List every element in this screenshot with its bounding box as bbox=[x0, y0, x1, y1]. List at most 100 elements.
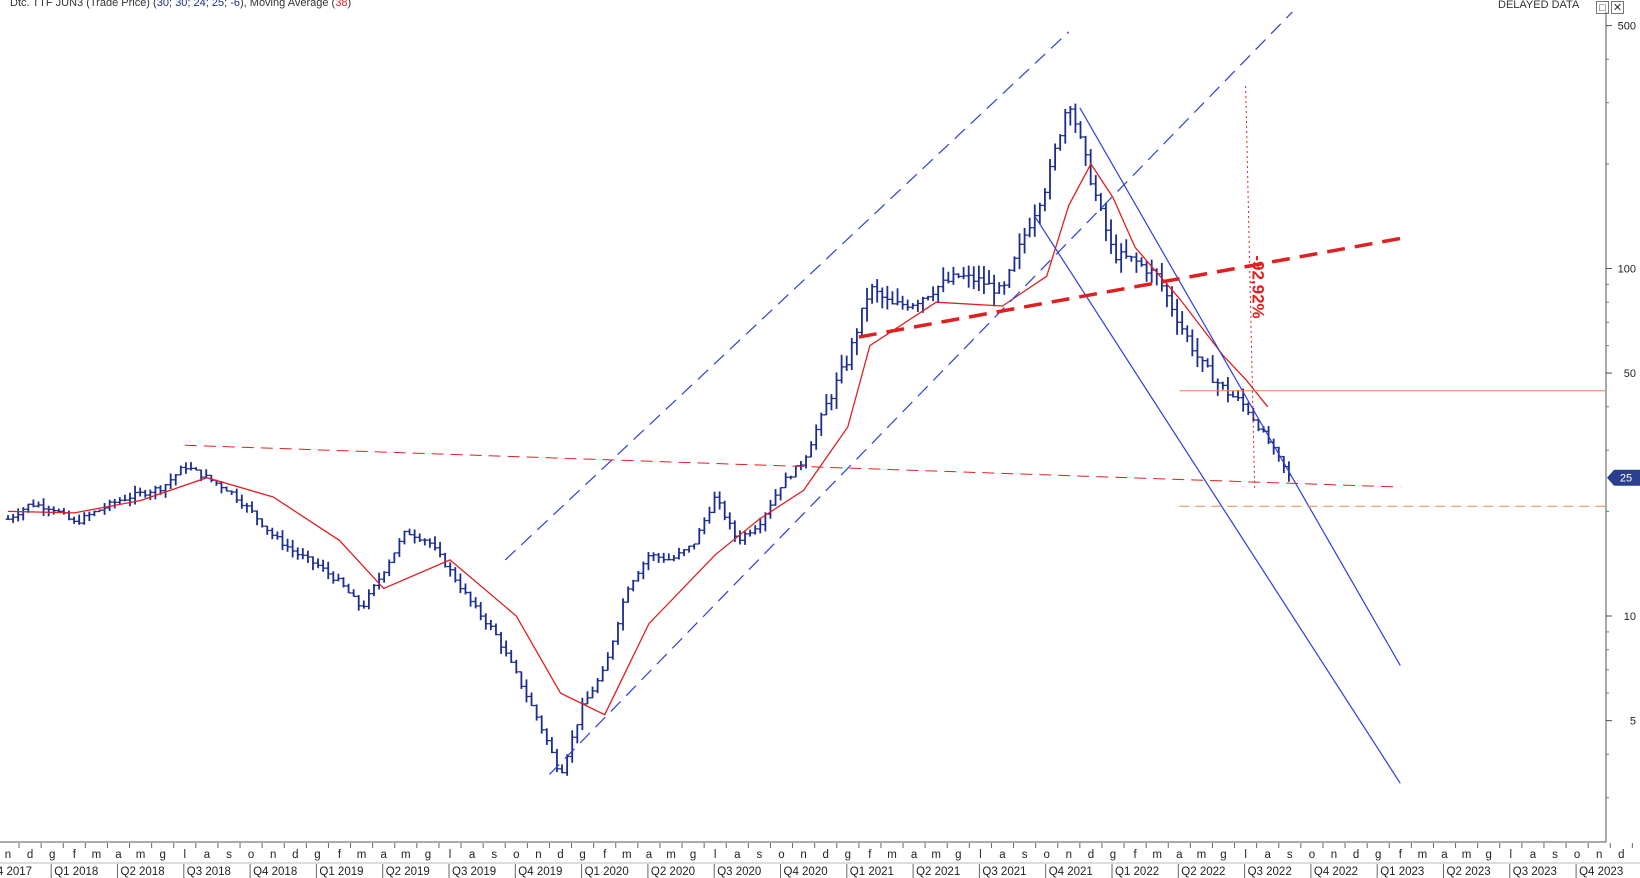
price-bar bbox=[473, 597, 479, 609]
price-bar bbox=[1113, 234, 1119, 264]
price-bar bbox=[849, 337, 855, 371]
price-bar bbox=[666, 553, 672, 561]
price-bar bbox=[1108, 219, 1114, 254]
percent-change-label: -92,92% bbox=[1249, 255, 1268, 318]
price-bar bbox=[366, 589, 372, 610]
price-bar bbox=[173, 473, 179, 486]
maximize-button[interactable]: □ bbox=[1596, 1, 1609, 14]
param-5: -6 bbox=[230, 0, 240, 9]
price-bar bbox=[493, 623, 499, 636]
price-bar bbox=[1088, 149, 1094, 186]
month-label: o bbox=[1574, 849, 1580, 861]
price-bar bbox=[818, 412, 824, 436]
quarter-label: Q4 2022 bbox=[1314, 866, 1358, 878]
month-label: a bbox=[734, 849, 741, 861]
price-bar bbox=[1062, 109, 1068, 144]
last-price-badge bbox=[1607, 469, 1640, 486]
month-label: f bbox=[868, 849, 872, 861]
price-bar bbox=[315, 558, 321, 569]
month-label: s bbox=[1552, 849, 1558, 861]
price-bar bbox=[610, 640, 616, 660]
price-bar bbox=[1144, 260, 1150, 282]
price-bar bbox=[46, 505, 52, 517]
month-label: s bbox=[1287, 849, 1293, 861]
month-label: s bbox=[491, 849, 497, 861]
instrument-name: Dtc. TTF JUN3 bbox=[10, 0, 84, 9]
price-bar bbox=[295, 547, 301, 560]
month-label: m bbox=[622, 849, 632, 861]
price-bar bbox=[737, 530, 743, 545]
price-bar bbox=[823, 393, 829, 416]
price-bar bbox=[1027, 217, 1033, 238]
maximize-icon: □ bbox=[1599, 2, 1606, 14]
month-label: f bbox=[603, 849, 607, 861]
month-label: m bbox=[1418, 849, 1428, 861]
price-bar bbox=[1220, 381, 1226, 390]
price-bar bbox=[376, 572, 382, 590]
month-label: d bbox=[557, 849, 563, 861]
price-bar bbox=[356, 595, 362, 611]
price-bar bbox=[590, 686, 596, 699]
price-bar bbox=[66, 510, 72, 521]
price-bar bbox=[1189, 329, 1195, 357]
close-button[interactable]: ✕ bbox=[1611, 1, 1624, 14]
price-bar bbox=[335, 573, 341, 582]
price-bar bbox=[940, 267, 946, 293]
month-label: o bbox=[778, 849, 784, 861]
month-label: n bbox=[5, 849, 11, 861]
price-bar bbox=[391, 552, 397, 564]
month-label: d bbox=[292, 849, 298, 861]
price-bar bbox=[574, 723, 580, 744]
price-bar bbox=[86, 511, 92, 522]
quarter-label: Q4 2020 bbox=[784, 866, 828, 878]
price-axis-tick-label: 10 bbox=[1624, 611, 1636, 623]
price-bar bbox=[305, 550, 311, 563]
price-bar bbox=[900, 295, 906, 310]
price-bar bbox=[117, 497, 123, 505]
price-bar bbox=[285, 538, 291, 552]
month-label: s bbox=[226, 849, 232, 861]
price-bar bbox=[244, 503, 250, 513]
quarter-label: Q1 2018 bbox=[54, 866, 98, 878]
price-bar bbox=[1200, 356, 1206, 372]
price-bar bbox=[1001, 281, 1007, 295]
quarter-label: Q4 2017 bbox=[0, 866, 32, 878]
price-bar bbox=[645, 551, 651, 571]
month-label: d bbox=[1618, 849, 1624, 861]
price-bar bbox=[1210, 355, 1216, 384]
price-bar bbox=[727, 512, 733, 530]
price-bar bbox=[808, 441, 814, 458]
quarter-label: Q2 2021 bbox=[916, 866, 960, 878]
month-label: n bbox=[1596, 849, 1602, 861]
price-bar bbox=[1037, 202, 1043, 225]
price-bar bbox=[884, 285, 890, 310]
month-label: f bbox=[1133, 849, 1137, 861]
month-label: m bbox=[357, 849, 367, 861]
price-bar bbox=[889, 291, 895, 305]
price-bar bbox=[1235, 390, 1241, 401]
price-bar bbox=[656, 553, 662, 563]
price-bar bbox=[5, 515, 11, 521]
price-bar bbox=[554, 748, 560, 773]
quarter-label: Q1 2023 bbox=[1380, 866, 1424, 878]
long-resistance-dashed-line bbox=[184, 444, 1401, 488]
price-bar bbox=[147, 489, 153, 501]
price-bar bbox=[523, 679, 529, 703]
price-bar bbox=[422, 538, 428, 546]
price-bar bbox=[107, 499, 113, 512]
price-bar bbox=[966, 265, 972, 288]
quarter-label: Q2 2018 bbox=[121, 866, 165, 878]
price-bar bbox=[778, 487, 784, 501]
month-label: s bbox=[757, 849, 763, 861]
price-bar bbox=[1139, 257, 1145, 267]
quarter-label: Q3 2019 bbox=[452, 866, 496, 878]
price-bar bbox=[834, 372, 840, 409]
price-bar bbox=[534, 704, 540, 721]
quarter-label: Q4 2021 bbox=[1049, 866, 1093, 878]
price-bar bbox=[203, 469, 209, 479]
price-bar bbox=[1184, 325, 1190, 343]
quarter-label: Q4 2019 bbox=[518, 866, 562, 878]
price-bar bbox=[859, 307, 865, 337]
month-label: g bbox=[314, 849, 320, 861]
